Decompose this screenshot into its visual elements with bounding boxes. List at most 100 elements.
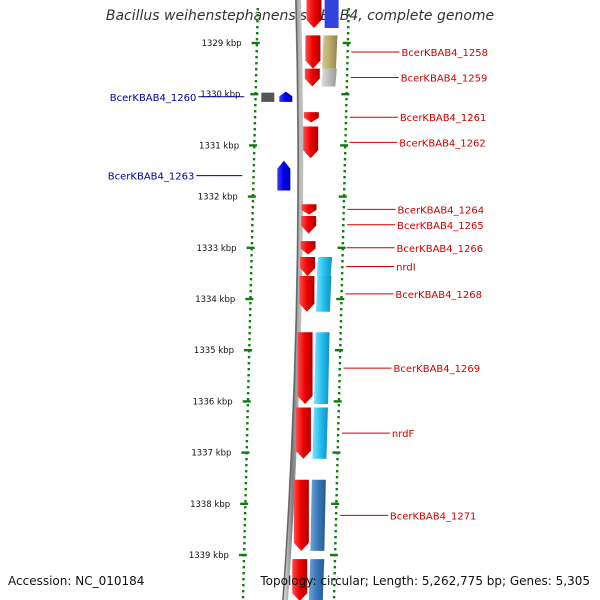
ruler-dot-right (334, 536, 337, 539)
ruler-dot-right (343, 170, 346, 173)
ruler-dot-left (251, 194, 255, 197)
ruler-dot-left (251, 230, 254, 233)
ruler-dot-left (246, 410, 249, 413)
ruler-dot-left (242, 578, 245, 581)
ruler-dot-left (242, 566, 245, 569)
ruler-tick-label: 1333 kbp (196, 244, 236, 254)
gene-label: BcerKBAB4_1268 (395, 290, 482, 301)
ruler-dot-right (341, 266, 344, 269)
gene-label: BcerKBAB4_1269 (394, 364, 481, 375)
ruler-dot-left (243, 542, 246, 545)
ruler-dot-left (252, 188, 255, 191)
ruler-dot-left (252, 182, 255, 185)
ruler-dot-left (256, 8, 259, 11)
ruler-dot-left (246, 428, 249, 431)
ruler-dot-right (339, 344, 342, 347)
ruler-dot-left (249, 284, 253, 287)
ruler-dot-left (256, 26, 259, 29)
ruler-dot-right (334, 518, 338, 521)
ruler-dot-right (337, 392, 341, 395)
ruler-tick-label: 1335 kbp (194, 346, 234, 356)
ruler-dot-left (244, 506, 247, 509)
ruler-dot-right (346, 44, 350, 47)
ruler-dot-right (340, 296, 343, 299)
ruler-dot-left (252, 164, 256, 167)
ruler-dot-left (246, 416, 249, 419)
ruler-dot-left (249, 302, 252, 305)
ruler-dot-right (346, 38, 350, 41)
ruler-dot-left (252, 170, 255, 173)
ruler-dot-right (340, 284, 344, 287)
gene-reverse (277, 160, 291, 191)
ruler-tick-label: 1338 kbp (190, 500, 230, 510)
gene-forward (293, 479, 309, 551)
ruler-dot-right (338, 374, 341, 377)
ruler-dot-right (337, 422, 340, 425)
ruler-dot-left (250, 254, 253, 257)
gene-label: BcerKBAB4_1262 (399, 138, 486, 149)
ruler-dot-right (340, 308, 343, 311)
ruler-dot-left (245, 446, 248, 449)
ruler-dot-right (343, 182, 346, 185)
ruler-tick (250, 93, 259, 96)
ruler-dot-right (334, 524, 338, 527)
ruler-dot-right (334, 548, 337, 551)
ruler-dot-left (247, 380, 250, 383)
ruler-dot-right (340, 302, 343, 305)
ruler-dot-left (244, 494, 247, 497)
ruler-tick-label: 1329 kbp (202, 39, 242, 49)
gene-forward (297, 332, 313, 404)
ruler-dot-left (255, 38, 259, 41)
ruler-dot-right (346, 50, 349, 53)
gene-label: BcerKBAB4_1265 (397, 221, 484, 232)
ruler-dot-right (343, 152, 347, 155)
ruler-dot-left (251, 206, 254, 209)
ruler-dot-right (336, 440, 340, 443)
ruler-dot-right (333, 578, 336, 581)
ruler-tick (329, 553, 338, 557)
ruler-tick-label: 1334 kbp (195, 295, 235, 305)
ruler-dot-left (249, 290, 252, 293)
ruler-dot-right (335, 500, 338, 503)
ruler-dot-left (246, 392, 250, 395)
cds-feature (310, 479, 326, 551)
ruler-dot-left (243, 524, 247, 527)
ruler-dot-right (336, 458, 339, 461)
ruler-dot-right (333, 584, 336, 587)
ruler-dot-left (242, 590, 245, 593)
ruler-tick (337, 246, 346, 249)
ruler-dot-right (341, 236, 345, 239)
ruler-tick (238, 553, 247, 557)
ruler-dot-right (346, 32, 350, 35)
ruler-dot-left (244, 488, 247, 491)
ruler-dot-left (250, 248, 253, 251)
ruler-dot-right (342, 194, 346, 197)
ruler-dot-left (251, 218, 254, 221)
ruler-tick-label: 1332 kbp (198, 193, 238, 203)
ruler-dot-right (345, 86, 348, 89)
ruler-tick (332, 451, 341, 454)
ruler-dot-right (338, 380, 341, 383)
gene-forward (304, 68, 320, 87)
ruler-dot-left (252, 158, 256, 161)
ruler-dot-right (342, 230, 345, 233)
ruler-dot-left (249, 272, 253, 275)
ruler-dot-right (332, 596, 336, 599)
ruler-dot-right (344, 146, 347, 149)
ruler-dot-left (253, 122, 257, 125)
gene-label: nrdI (396, 262, 416, 273)
ruler-dot-right (347, 14, 350, 17)
ruler-dot-left (248, 344, 251, 347)
ruler-dot-left (243, 512, 247, 515)
ruler-dot-right (335, 482, 339, 485)
ruler-tick (242, 400, 251, 403)
ruler-dot-right (343, 164, 347, 167)
ruler-dot-left (249, 278, 253, 281)
genome-backbone-edge (282, 0, 299, 600)
ruler-dot-right (337, 428, 340, 431)
gene-forward (301, 216, 317, 234)
ruler-dot-left (243, 536, 246, 539)
ruler-tick-label: 1337 kbp (191, 449, 231, 459)
ruler-dot-left (242, 572, 245, 575)
ruler-dot-right (341, 248, 344, 251)
